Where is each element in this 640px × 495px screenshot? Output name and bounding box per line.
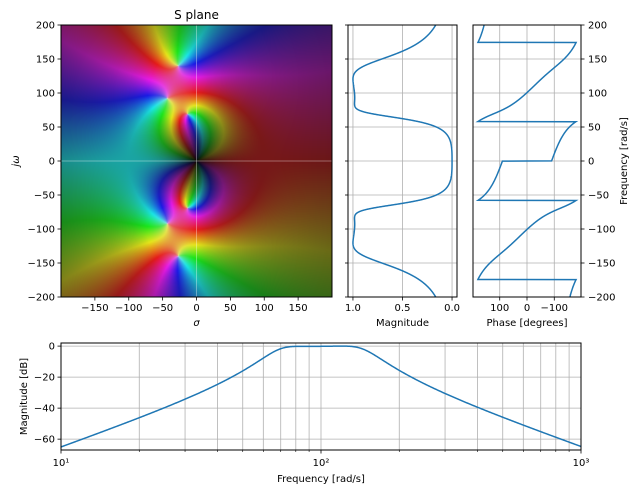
phase-panel-ytick-label: 150	[588, 55, 607, 66]
s-plane-xtick-label: −100	[115, 303, 142, 314]
s-plane-xtick-label: −150	[81, 303, 108, 314]
phase-panel-ytick-label: 0	[588, 157, 594, 168]
bode-xtick-label: 10³	[573, 458, 590, 469]
s-plane-ytick-label: −200	[28, 293, 55, 304]
bode-ytick-label: −60	[34, 435, 55, 446]
phase-panel-ylabel: Frequency [rad/s]	[619, 117, 630, 205]
s-plane-xtick-label: 100	[255, 303, 274, 314]
s-plane-ytick-label: 200	[36, 21, 55, 32]
phase-panel-curve	[475, 24, 579, 298]
phase-panel-ytick-label: 100	[588, 89, 607, 100]
phase-panel-xtick-label: 100	[490, 303, 509, 314]
s-plane-ytick-label: −150	[28, 259, 55, 270]
phase-panel-ytick-label: −150	[588, 259, 615, 270]
s-plane-title: S plane	[174, 8, 219, 22]
s-plane-xtick-label: 150	[289, 303, 308, 314]
s-plane-xtick-label: −50	[152, 303, 173, 314]
bode-xlabel: Frequency [rad/s]	[277, 474, 365, 485]
bode-xtick-label: 10²	[313, 458, 330, 469]
s-plane-ytick-label: 0	[49, 157, 55, 168]
bode-ytick-label: −40	[34, 404, 55, 415]
phase-panel-xtick-label: 0	[524, 303, 530, 314]
phase-panel-ytick-label: −50	[588, 191, 609, 202]
bode-xtick-label: 10¹	[53, 458, 70, 469]
bode-magnitude-curve	[60, 345, 582, 448]
phase-panel-ytick-label: −100	[588, 225, 615, 236]
bode-ytick-label: 0	[49, 342, 55, 353]
magnitude-panel-curve	[352, 24, 453, 298]
s-plane-ytick-label: 100	[36, 89, 55, 100]
phase-panel-xlabel: Phase [degrees]	[486, 318, 567, 329]
phase-panel-ytick-label: 200	[588, 21, 607, 32]
s-plane-xlabel: σ	[193, 318, 200, 329]
s-plane-xtick-label: 50	[224, 303, 237, 314]
s-plane-ylabel: jω	[11, 155, 22, 168]
phase-panel-xtick-label: −100	[541, 303, 568, 314]
magnitude-panel-xtick-label: 1.0	[345, 303, 361, 314]
s-plane-domain-coloring	[61, 25, 332, 297]
s-plane-xtick-label: 0	[193, 303, 199, 314]
magnitude-panel-xtick-label: 0.5	[395, 303, 411, 314]
s-plane-ytick-label: −100	[28, 225, 55, 236]
bode-ylabel: Magnitude [dB]	[19, 358, 30, 435]
magnitude-panel-xtick-label: 0.0	[444, 303, 460, 314]
s-plane-ytick-label: 50	[42, 123, 55, 134]
phase-panel-ytick-label: 50	[588, 123, 601, 134]
phase-panel-ytick-label: −200	[588, 293, 615, 304]
magnitude-panel-xlabel: Magnitude	[376, 318, 429, 329]
bode-ytick-label: −20	[34, 373, 55, 384]
s-plane-ytick-label: 150	[36, 55, 55, 66]
s-plane-ytick-label: −50	[34, 191, 55, 202]
